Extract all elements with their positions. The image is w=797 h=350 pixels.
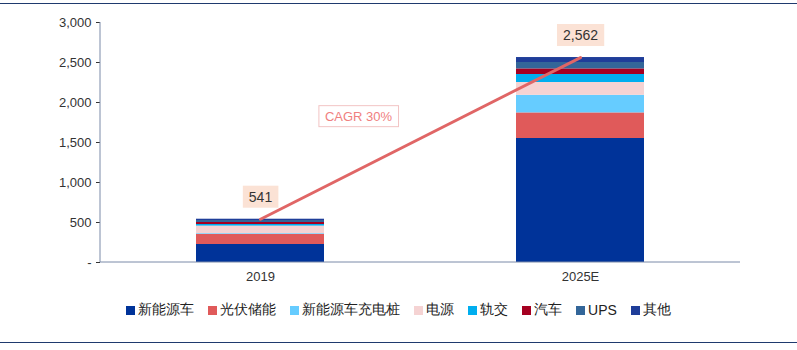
html-text:轨交: 轨交 [480, 301, 509, 317]
svg-text:1,500: 1,500 [59, 135, 92, 150]
svg-text:1,000: 1,000 [59, 175, 92, 190]
html-text:UPS: UPS [588, 302, 617, 318]
html-text:光伏储能: 光伏储能 [220, 301, 277, 317]
svg-text:2019: 2019 [246, 269, 275, 284]
svg-text:2025E: 2025E [562, 269, 600, 284]
html-text:汽车: 汽车 [534, 301, 563, 317]
html-text:其他: 其他 [642, 301, 671, 317]
svg-text:500: 500 [70, 215, 92, 230]
svg-text:2,500: 2,500 [59, 55, 92, 70]
svg-text:2,562: 2,562 [563, 27, 598, 43]
svg-text:541: 541 [249, 189, 273, 205]
svg-text:2,000: 2,000 [59, 95, 92, 110]
html-text:电源: 电源 [426, 301, 455, 317]
svg-text:CAGR 30%: CAGR 30% [325, 109, 393, 124]
html-text:新能源车: 新能源车 [138, 301, 195, 317]
svg-text:3,000: 3,000 [59, 15, 92, 30]
svg-text:-: - [87, 255, 91, 270]
html-text:新能源车充电桩: 新能源车充电桩 [302, 301, 401, 317]
